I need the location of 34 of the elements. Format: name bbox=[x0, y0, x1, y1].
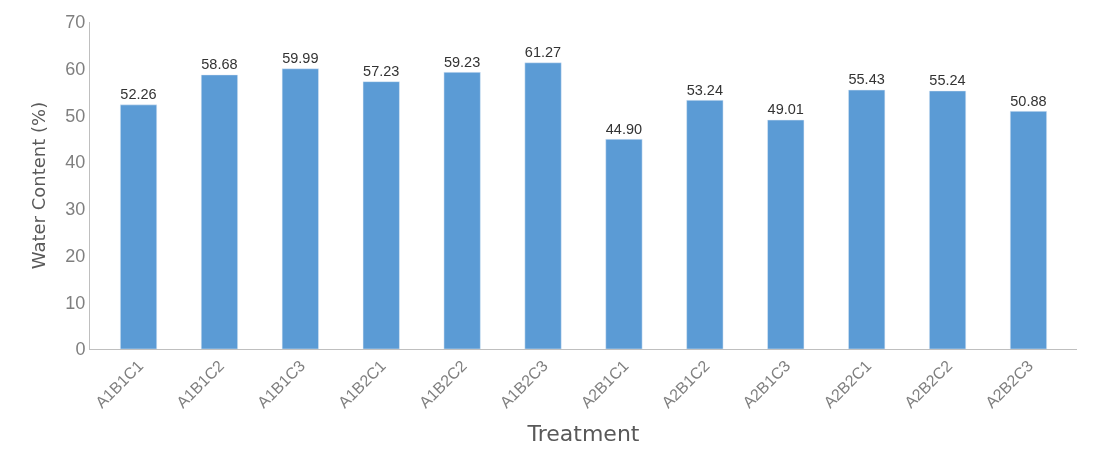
data-label: 55.24 bbox=[929, 72, 966, 89]
y-tick-label: 50 bbox=[65, 105, 86, 126]
bar bbox=[200, 74, 238, 349]
bar bbox=[281, 68, 319, 349]
bar bbox=[524, 62, 562, 349]
y-tick-label: 60 bbox=[65, 59, 86, 80]
x-axis-title: Treatment bbox=[526, 421, 640, 447]
bar bbox=[605, 139, 643, 349]
y-tick-label: 0 bbox=[75, 339, 86, 360]
y-tick-label: 70 bbox=[65, 12, 86, 33]
bar bbox=[929, 90, 967, 349]
data-label: 50.88 bbox=[1010, 92, 1047, 109]
data-label: 58.68 bbox=[201, 56, 238, 73]
y-tick-label: 10 bbox=[65, 292, 86, 313]
data-label: 55.43 bbox=[848, 71, 885, 88]
y-tick-label: 40 bbox=[65, 152, 86, 173]
data-label: 59.23 bbox=[443, 53, 481, 70]
bar bbox=[767, 119, 805, 349]
bar bbox=[686, 100, 724, 349]
data-label: 49.01 bbox=[767, 101, 804, 118]
bar bbox=[362, 81, 400, 349]
data-label: 57.23 bbox=[363, 62, 400, 79]
data-label: 52.26 bbox=[120, 86, 157, 103]
data-label: 61.27 bbox=[524, 44, 562, 61]
data-label: 44.90 bbox=[605, 120, 643, 137]
data-label: 53.24 bbox=[686, 81, 723, 98]
y-tick-label: 30 bbox=[65, 199, 86, 220]
bar bbox=[848, 89, 886, 349]
y-axis-title: Water Content (%) bbox=[27, 101, 49, 270]
data-label: 59.99 bbox=[282, 50, 319, 67]
bar bbox=[120, 104, 157, 349]
bar bbox=[1010, 111, 1047, 349]
y-tick-label: 20 bbox=[65, 245, 86, 266]
bar bbox=[443, 72, 481, 349]
